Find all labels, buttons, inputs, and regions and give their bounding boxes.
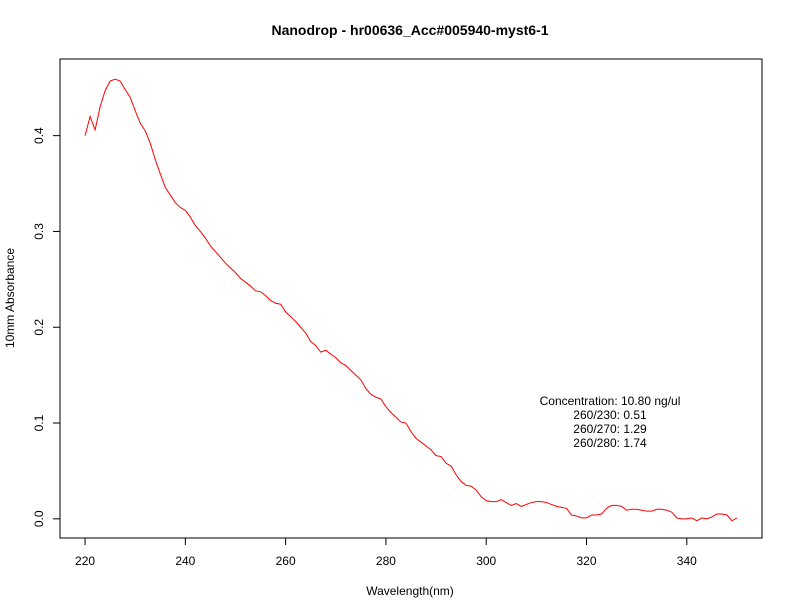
x-tick-label: 300: [476, 554, 496, 568]
y-tick-label: 0.0: [32, 510, 46, 527]
annotation-ratio-260-280: 260/280: 1.74: [573, 436, 647, 450]
annotation-ratio-260-270: 260/270: 1.29: [573, 422, 647, 436]
chart-title: Nanodrop - hr00636_Acc#005940-myst6-1: [271, 22, 548, 38]
x-tick-label: 220: [75, 554, 95, 568]
annotation-concentration: Concentration: 10.80 ng/ul: [540, 394, 681, 408]
x-tick-label: 320: [576, 554, 596, 568]
y-axis: 0.0 0.1 0.2 0.3 0.4: [32, 127, 60, 527]
y-tick-label: 0.3: [32, 223, 46, 240]
y-axis-label: 10mm Absorbance: [3, 248, 17, 348]
y-tick-label: 0.1: [32, 414, 46, 431]
y-tick-label: 0.4: [32, 127, 46, 144]
stats-annotation: Concentration: 10.80 ng/ul 260/230: 0.51…: [540, 394, 681, 450]
annotation-ratio-260-230: 260/230: 0.51: [573, 408, 647, 422]
plot-frame: [59, 58, 763, 539]
x-axis: 220 240 260 280 300 320 340: [75, 538, 697, 568]
series-line-absorbance: [84, 78, 738, 522]
x-axis-label: Wavelength(nm): [366, 584, 454, 598]
y-tick-label: 0.2: [32, 319, 46, 336]
x-tick-label: 280: [376, 554, 396, 568]
x-tick-label: 260: [276, 554, 296, 568]
x-tick-label: 340: [677, 554, 697, 568]
x-tick-label: 240: [175, 554, 195, 568]
